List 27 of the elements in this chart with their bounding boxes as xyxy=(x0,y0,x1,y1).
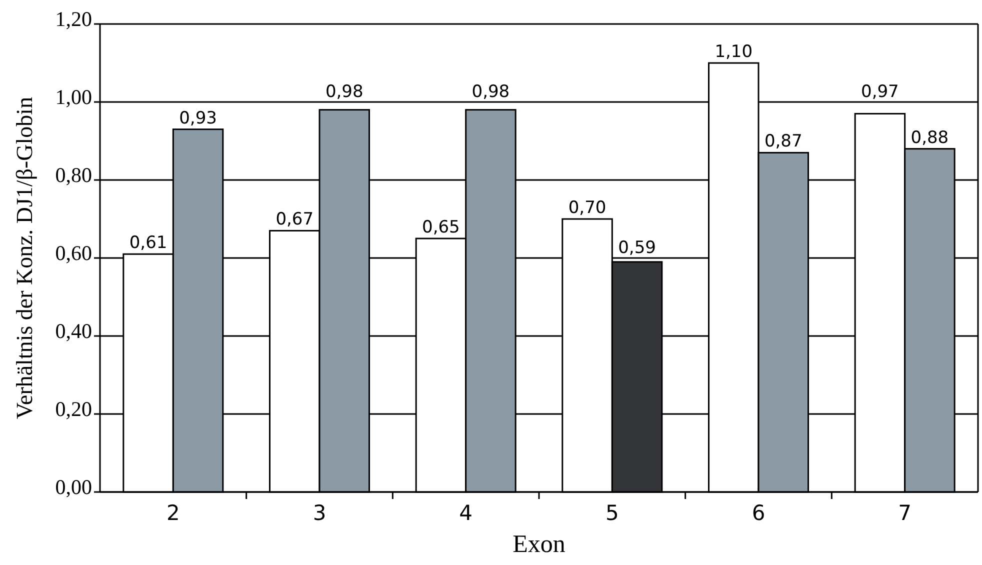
data-label: 0,98 xyxy=(325,82,364,102)
data-label: 0,93 xyxy=(179,108,217,128)
y-tick-label: 1,20 xyxy=(55,7,92,32)
y-tick-label: 1,00 xyxy=(55,85,92,110)
data-label: 1,10 xyxy=(714,42,753,62)
x-tick-label: 3 xyxy=(312,501,326,525)
y-tick-label: 0,40 xyxy=(55,319,92,344)
data-label: 0,88 xyxy=(910,128,949,148)
data-label: 0,67 xyxy=(276,210,314,230)
y-tick-label: 0,20 xyxy=(55,397,92,422)
x-tick-label: 2 xyxy=(166,501,180,525)
y-tick-label: 0,00 xyxy=(55,475,92,500)
x-tick-label: 4 xyxy=(459,501,473,525)
y-tick-label: 0,80 xyxy=(55,163,92,188)
data-label: 0,87 xyxy=(764,132,802,152)
x-tick-label: 7 xyxy=(898,501,912,525)
x-tick-label: 5 xyxy=(605,501,619,525)
data-label: 0,98 xyxy=(472,82,510,102)
data-label: 0,59 xyxy=(618,238,656,258)
data-label: 0,61 xyxy=(129,233,168,254)
data-label: 0,65 xyxy=(422,218,460,238)
data-label: 0,97 xyxy=(861,82,899,102)
data-label: 0,70 xyxy=(568,198,606,218)
x-axis-title: Exon xyxy=(512,531,566,558)
y-tick-label: 0,60 xyxy=(55,241,92,266)
x-tick-label: 6 xyxy=(752,501,766,525)
y-axis-title: Verhältnis der Konz. DJ1/β-Globin xyxy=(12,96,37,420)
